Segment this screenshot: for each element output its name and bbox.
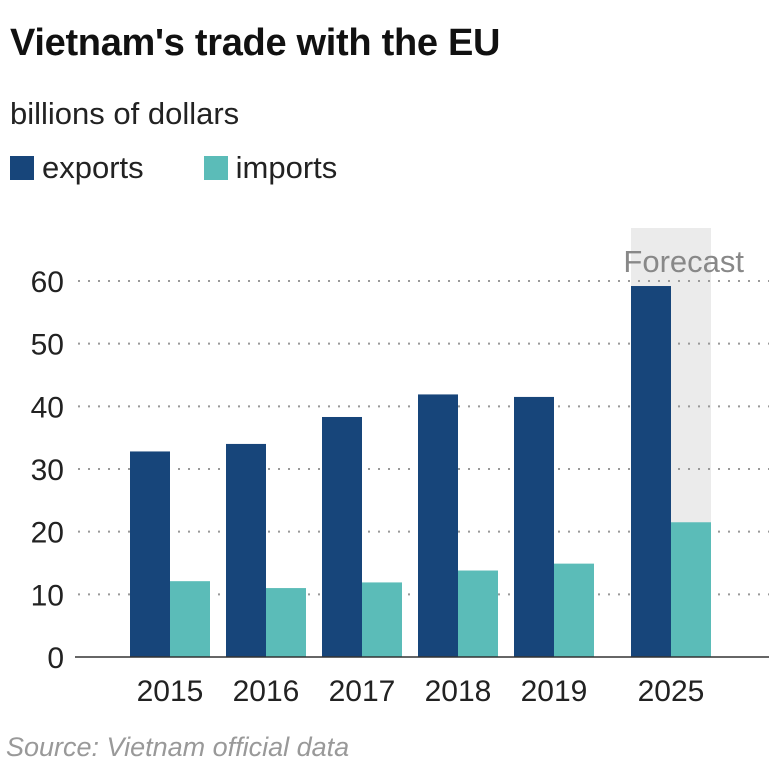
bar-exports-2018 — [418, 394, 458, 657]
bar-imports-2025 — [671, 522, 711, 657]
x-tick-label: 2015 — [137, 675, 204, 708]
y-tick-label: 0 — [47, 642, 64, 675]
bar-exports-2015 — [130, 451, 170, 657]
bar-exports-2025 — [631, 286, 671, 657]
x-tick-label: 2016 — [233, 675, 300, 708]
x-tick-label: 2017 — [329, 675, 396, 708]
bar-imports-2015 — [170, 581, 210, 657]
legend-swatch-imports — [203, 156, 228, 180]
x-tick-label: 2025 — [638, 675, 705, 708]
legend-swatch-exports — [10, 156, 34, 180]
y-tick-label: 30 — [31, 454, 64, 487]
y-tick-label: 10 — [31, 579, 64, 612]
legend-label-imports: imports — [235, 150, 338, 185]
bar-imports-2016 — [266, 588, 306, 657]
y-tick-label: 60 — [31, 266, 64, 299]
bar-imports-2017 — [362, 582, 402, 657]
legend-item-imports: imports — [203, 150, 338, 186]
x-tick-label: 2018 — [425, 675, 492, 708]
source-note: Source: Vietnam official data — [6, 732, 350, 762]
y-tick-label: 50 — [31, 329, 64, 362]
forecast-label: Forecast — [623, 244, 744, 279]
x-tick-label: 2019 — [521, 675, 588, 708]
legend-label-exports: exports — [42, 150, 144, 185]
legend-item-exports: exports — [10, 150, 144, 186]
bar-imports-2018 — [458, 570, 498, 657]
y-tick-label: 20 — [31, 517, 64, 550]
y-tick-label: 40 — [31, 391, 64, 424]
bar-exports-2016 — [226, 443, 266, 657]
bar-exports-2017 — [322, 416, 362, 657]
legend: exports imports — [10, 150, 397, 186]
bar-exports-2019 — [514, 396, 554, 657]
chart-title: Vietnam's trade with the EU — [10, 22, 501, 64]
bar-imports-2019 — [554, 563, 594, 657]
chart-subtitle: billions of dollars — [10, 96, 240, 131]
